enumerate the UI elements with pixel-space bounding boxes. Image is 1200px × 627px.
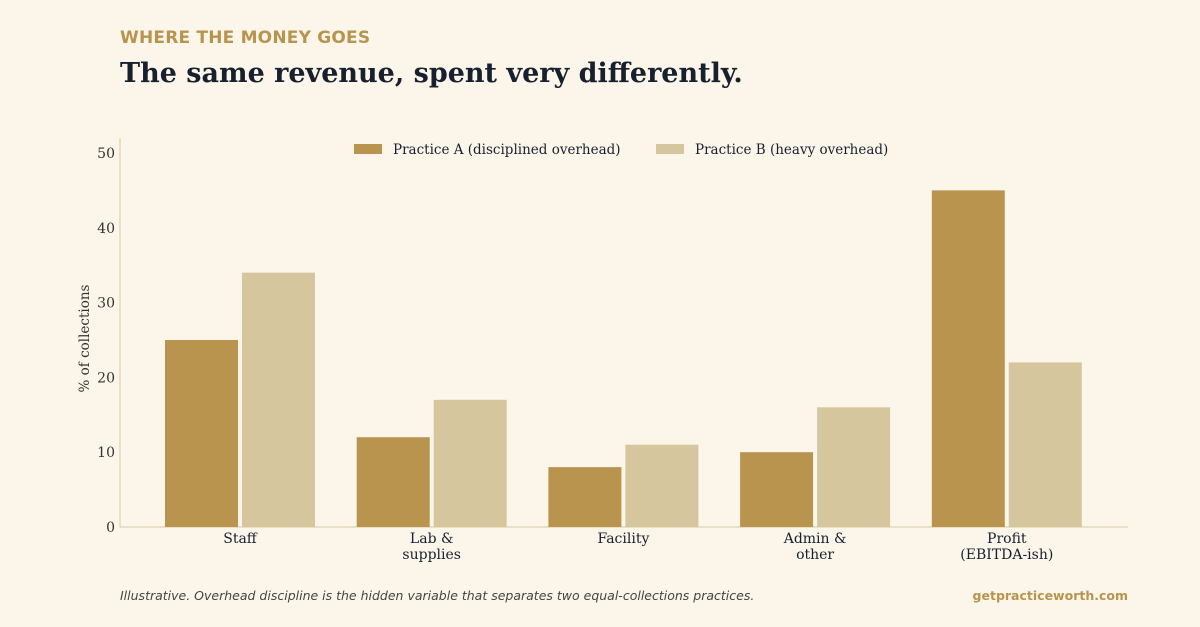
legend-swatch	[656, 144, 684, 154]
bar-practice-a	[165, 339, 238, 527]
page-title: The same revenue, spent very differently…	[120, 58, 743, 89]
site-link[interactable]: getpracticeworth.com	[972, 588, 1128, 603]
y-axis-label: % of collections	[77, 284, 93, 392]
y-tick-label: 10	[97, 445, 115, 461]
x-tick-label: Facility	[597, 531, 649, 547]
bar-practice-b	[1008, 362, 1082, 527]
x-tick-label: Profit (EBITDA-ish)	[960, 531, 1053, 563]
x-tick-label: Lab & supplies	[402, 531, 461, 563]
bar-practice-b	[242, 272, 315, 527]
y-tick-label: 50	[97, 146, 115, 162]
x-tick-label: Staff	[223, 531, 258, 547]
bar-practice-b	[625, 444, 699, 527]
bar-practice-a	[548, 467, 622, 527]
bar-practice-a	[931, 190, 1005, 527]
legend-label: Practice B (heavy overhead)	[695, 142, 888, 158]
legend-label: Practice A (disciplined overhead)	[393, 142, 621, 158]
x-tick-label: Admin & other	[783, 531, 847, 563]
bar-practice-a	[740, 452, 814, 527]
footnote-caption: Illustrative. Overhead discipline is the…	[120, 588, 755, 603]
y-tick-label: 20	[97, 370, 115, 386]
eyebrow-label: WHERE THE MONEY GOES	[120, 28, 371, 48]
bar-practice-b	[433, 399, 507, 527]
y-tick-label: 40	[97, 221, 115, 237]
y-tick-label: 30	[97, 296, 115, 312]
legend-swatch	[354, 144, 382, 154]
bar-practice-b	[817, 407, 891, 527]
bar-practice-a	[356, 437, 430, 527]
y-tick-label: 0	[106, 520, 115, 536]
